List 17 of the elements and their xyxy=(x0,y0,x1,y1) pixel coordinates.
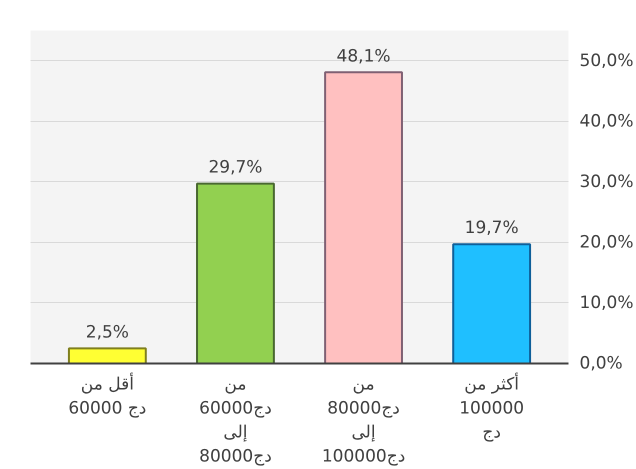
bar xyxy=(196,182,275,364)
y-tick-label: 40,0% xyxy=(580,111,634,132)
data-label: 2,5% xyxy=(86,322,129,342)
bar xyxy=(324,71,403,364)
y-tick-label: 0,0% xyxy=(580,354,623,374)
data-label: 19,7% xyxy=(464,218,519,238)
y-tick-label: 10,0% xyxy=(580,292,634,313)
bar xyxy=(68,347,147,364)
x-tick-label: من 60000دج إلى 80000دج xyxy=(199,374,272,466)
data-label: 48,1% xyxy=(336,46,391,66)
y-tick-label: 20,0% xyxy=(580,232,634,252)
x-tick-label: أقل من 60000 دج xyxy=(68,372,146,418)
x-tick-label: من 80000دج إلى 100000دج xyxy=(322,374,406,466)
data-label: 29,7% xyxy=(208,158,262,178)
y-tick-label: 30,0% xyxy=(580,172,634,192)
y-tick-label: 50,0% xyxy=(580,50,634,71)
bar xyxy=(452,243,532,364)
